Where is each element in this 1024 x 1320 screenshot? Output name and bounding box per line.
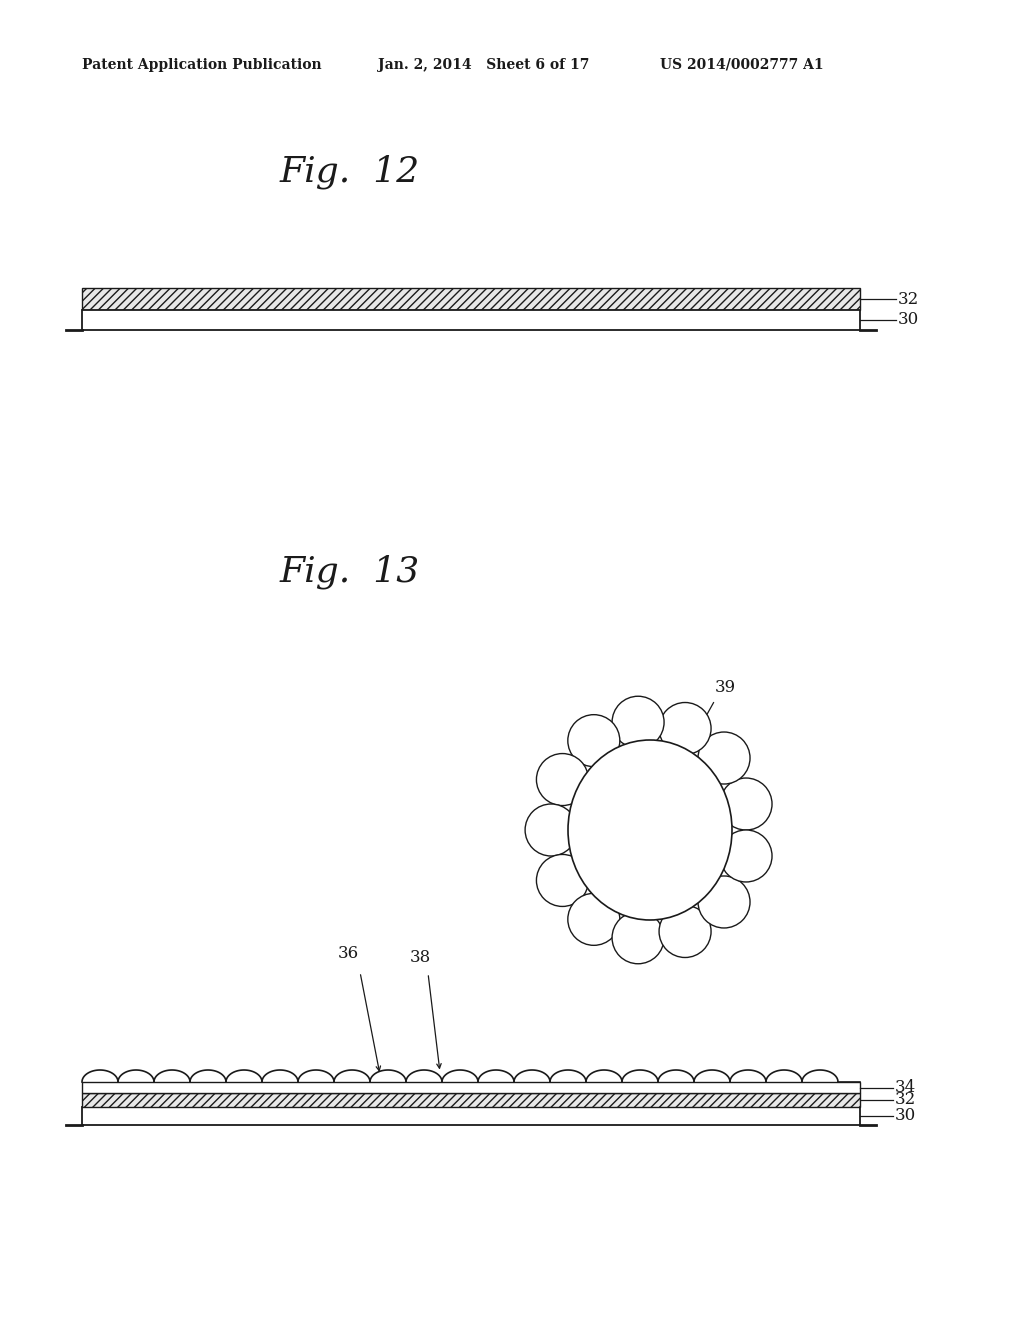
Circle shape xyxy=(659,702,711,755)
Text: 30: 30 xyxy=(895,1107,916,1125)
Bar xyxy=(82,1093,860,1107)
Bar xyxy=(82,288,860,310)
Circle shape xyxy=(537,754,589,805)
Text: 34: 34 xyxy=(895,1078,916,1096)
Text: 32: 32 xyxy=(895,1092,916,1109)
Text: 36: 36 xyxy=(338,945,358,962)
Text: Fig.  13: Fig. 13 xyxy=(280,554,420,589)
Circle shape xyxy=(659,906,711,957)
Text: 32: 32 xyxy=(898,290,920,308)
Text: 38: 38 xyxy=(410,949,431,965)
Circle shape xyxy=(525,804,578,855)
Text: Fig.  12: Fig. 12 xyxy=(280,154,420,189)
Text: 39: 39 xyxy=(715,678,735,696)
Bar xyxy=(82,310,860,330)
Bar xyxy=(82,1107,860,1125)
Text: US 2014/0002777 A1: US 2014/0002777 A1 xyxy=(660,58,823,73)
Circle shape xyxy=(537,854,589,907)
Ellipse shape xyxy=(568,741,732,920)
Circle shape xyxy=(698,876,750,928)
Text: Patent Application Publication: Patent Application Publication xyxy=(82,58,322,73)
Bar xyxy=(82,1082,860,1093)
Circle shape xyxy=(568,714,620,767)
Circle shape xyxy=(568,894,620,945)
Circle shape xyxy=(612,912,665,964)
Circle shape xyxy=(612,696,665,748)
Circle shape xyxy=(720,830,772,882)
Circle shape xyxy=(698,733,750,784)
Text: Jan. 2, 2014   Sheet 6 of 17: Jan. 2, 2014 Sheet 6 of 17 xyxy=(378,58,590,73)
Text: 30: 30 xyxy=(898,312,920,329)
Circle shape xyxy=(720,777,772,830)
